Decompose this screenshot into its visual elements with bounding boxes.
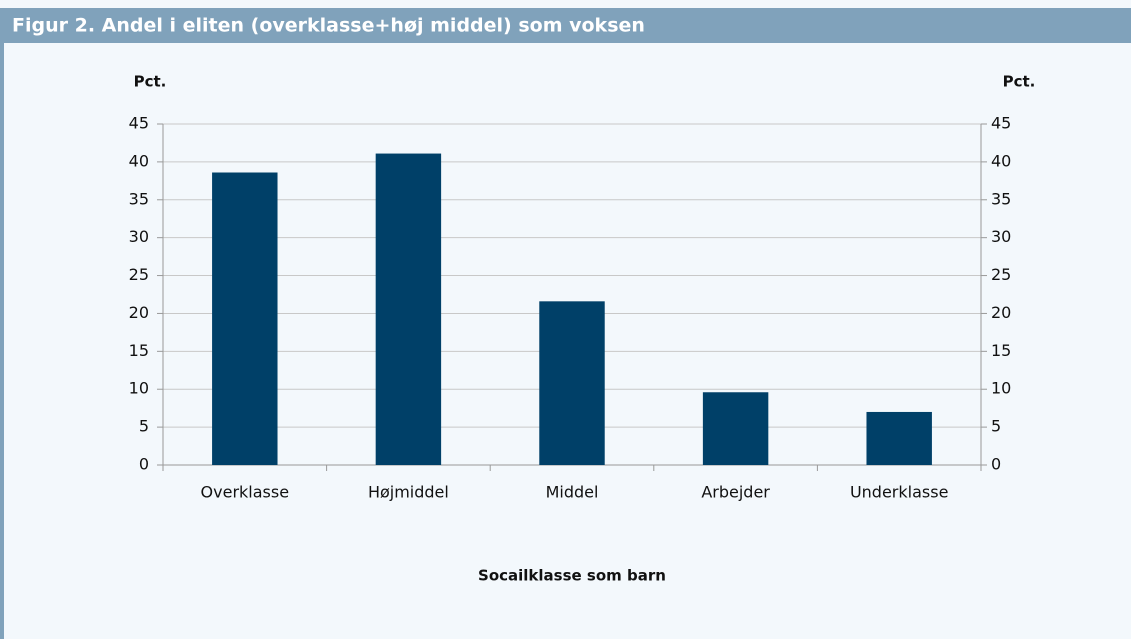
x-tick-label: Højmiddel bbox=[368, 483, 449, 502]
bar bbox=[212, 172, 278, 465]
y-tick-label: 25 bbox=[129, 265, 149, 284]
y-tick-label: 20 bbox=[129, 303, 149, 322]
y2-tick-label: 20 bbox=[991, 303, 1011, 322]
x-tick-label: Middel bbox=[546, 483, 599, 502]
y2-tick-label: 30 bbox=[991, 227, 1011, 246]
header-bar bbox=[0, 8, 1131, 43]
left-border bbox=[0, 43, 4, 639]
chart-title: Figur 2. Andel i eliten (overklasse+høj … bbox=[12, 15, 645, 37]
y-tick-label: 45 bbox=[129, 114, 149, 133]
y-tick-label: 5 bbox=[139, 417, 149, 436]
y2-tick-label: 40 bbox=[991, 151, 1011, 170]
x-axis-label: Socailklasse som barn bbox=[478, 567, 666, 585]
y-tick-label: 15 bbox=[129, 341, 149, 360]
y2-tick-label: 15 bbox=[991, 341, 1011, 360]
x-tick-label: Underklasse bbox=[850, 483, 948, 502]
y-tick-label: 35 bbox=[129, 189, 149, 208]
y2-tick-label: 10 bbox=[991, 379, 1011, 398]
y-tick-label: 30 bbox=[129, 227, 149, 246]
bar bbox=[866, 411, 932, 465]
y-tick-label: 40 bbox=[129, 151, 149, 170]
y2-tick-label: 0 bbox=[991, 455, 1001, 474]
bar bbox=[702, 392, 769, 465]
bar bbox=[539, 301, 605, 465]
y-tick-label: 10 bbox=[129, 379, 149, 398]
x-tick-label: Overklasse bbox=[201, 483, 290, 502]
y2-tick-label: 5 bbox=[991, 417, 1001, 436]
y-tick-label: 0 bbox=[139, 455, 149, 474]
x-tick-label: Arbejder bbox=[701, 483, 770, 502]
bar bbox=[375, 153, 442, 465]
y-axis-label: Pct. bbox=[134, 73, 167, 91]
y2-tick-label: 35 bbox=[991, 189, 1011, 208]
y2-tick-label: 25 bbox=[991, 265, 1011, 284]
y2-tick-label: 45 bbox=[991, 114, 1011, 133]
y2-axis-label: Pct. bbox=[1003, 73, 1036, 91]
